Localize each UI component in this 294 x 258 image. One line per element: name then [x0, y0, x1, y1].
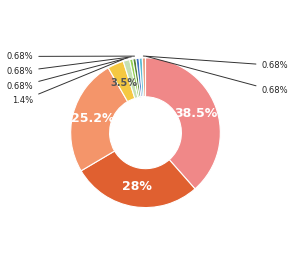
Wedge shape	[139, 58, 144, 97]
Text: 3.5%: 3.5%	[110, 78, 137, 88]
Wedge shape	[123, 60, 138, 99]
Wedge shape	[146, 58, 220, 189]
Wedge shape	[142, 58, 146, 97]
Wedge shape	[71, 68, 128, 171]
Text: 0.68%: 0.68%	[7, 57, 131, 76]
Wedge shape	[130, 59, 139, 98]
Text: 0.68%: 0.68%	[7, 58, 128, 91]
Text: 25.2%: 25.2%	[71, 112, 115, 125]
Wedge shape	[133, 59, 141, 97]
Text: 0.68%: 0.68%	[143, 56, 288, 70]
Wedge shape	[81, 151, 195, 208]
Wedge shape	[108, 61, 135, 102]
Text: 0.68%: 0.68%	[146, 57, 288, 95]
Text: 38.5%: 38.5%	[175, 107, 218, 120]
Text: 1.4%: 1.4%	[12, 59, 123, 105]
Wedge shape	[136, 58, 142, 97]
Text: 28%: 28%	[122, 180, 152, 193]
Text: 0.68%: 0.68%	[7, 52, 135, 61]
